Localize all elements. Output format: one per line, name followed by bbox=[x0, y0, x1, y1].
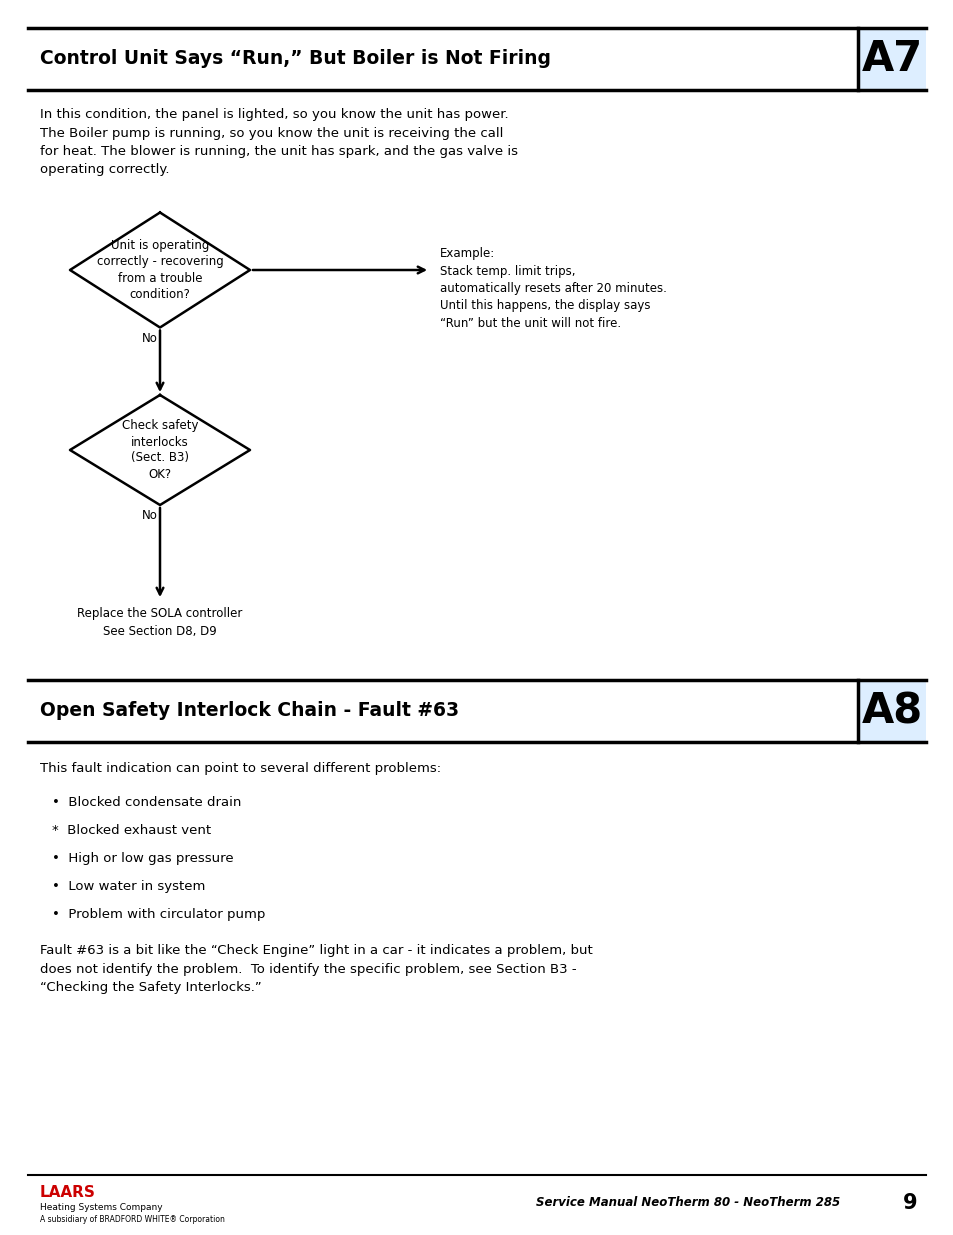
Text: Fault #63 is a bit like the “Check Engine” light in a car - it indicates a probl: Fault #63 is a bit like the “Check Engin… bbox=[40, 944, 592, 994]
Text: In this condition, the panel is lighted, so you know the unit has power.
The Boi: In this condition, the panel is lighted,… bbox=[40, 107, 517, 177]
Text: No: No bbox=[142, 509, 157, 522]
Text: Heating Systems Company: Heating Systems Company bbox=[40, 1203, 162, 1212]
Text: Open Safety Interlock Chain - Fault #63: Open Safety Interlock Chain - Fault #63 bbox=[40, 701, 458, 720]
Text: •  Low water in system: • Low water in system bbox=[52, 881, 205, 893]
Text: •  Problem with circulator pump: • Problem with circulator pump bbox=[52, 908, 265, 921]
Text: Example:
Stack temp. limit trips,
automatically resets after 20 minutes.
Until t: Example: Stack temp. limit trips, automa… bbox=[439, 247, 666, 330]
Text: •  Blocked condensate drain: • Blocked condensate drain bbox=[52, 797, 241, 809]
Text: Control Unit Says “Run,” But Boiler is Not Firing: Control Unit Says “Run,” But Boiler is N… bbox=[40, 49, 551, 68]
Bar bbox=[857, 680, 925, 742]
Bar bbox=[857, 28, 925, 90]
Text: LAARS: LAARS bbox=[40, 1186, 95, 1200]
Text: *  Blocked exhaust vent: * Blocked exhaust vent bbox=[52, 824, 211, 837]
Text: A8: A8 bbox=[861, 690, 922, 732]
Text: Check safety
interlocks
(Sect. B3)
OK?: Check safety interlocks (Sect. B3) OK? bbox=[122, 420, 198, 480]
Text: 9: 9 bbox=[902, 1193, 917, 1213]
Text: This fault indication can point to several different problems:: This fault indication can point to sever… bbox=[40, 762, 440, 776]
Text: Unit is operating
correctly - recovering
from a trouble
condition?: Unit is operating correctly - recovering… bbox=[96, 240, 223, 300]
Text: No: No bbox=[142, 331, 157, 345]
Text: A subsidiary of BRADFORD WHITE® Corporation: A subsidiary of BRADFORD WHITE® Corporat… bbox=[40, 1215, 225, 1224]
Text: Service Manual NeoTherm 80 - NeoTherm 285: Service Manual NeoTherm 80 - NeoTherm 28… bbox=[536, 1197, 840, 1209]
Text: Replace the SOLA controller
See Section D8, D9: Replace the SOLA controller See Section … bbox=[77, 606, 242, 637]
Text: •  High or low gas pressure: • High or low gas pressure bbox=[52, 852, 233, 864]
Text: A7: A7 bbox=[861, 38, 922, 80]
